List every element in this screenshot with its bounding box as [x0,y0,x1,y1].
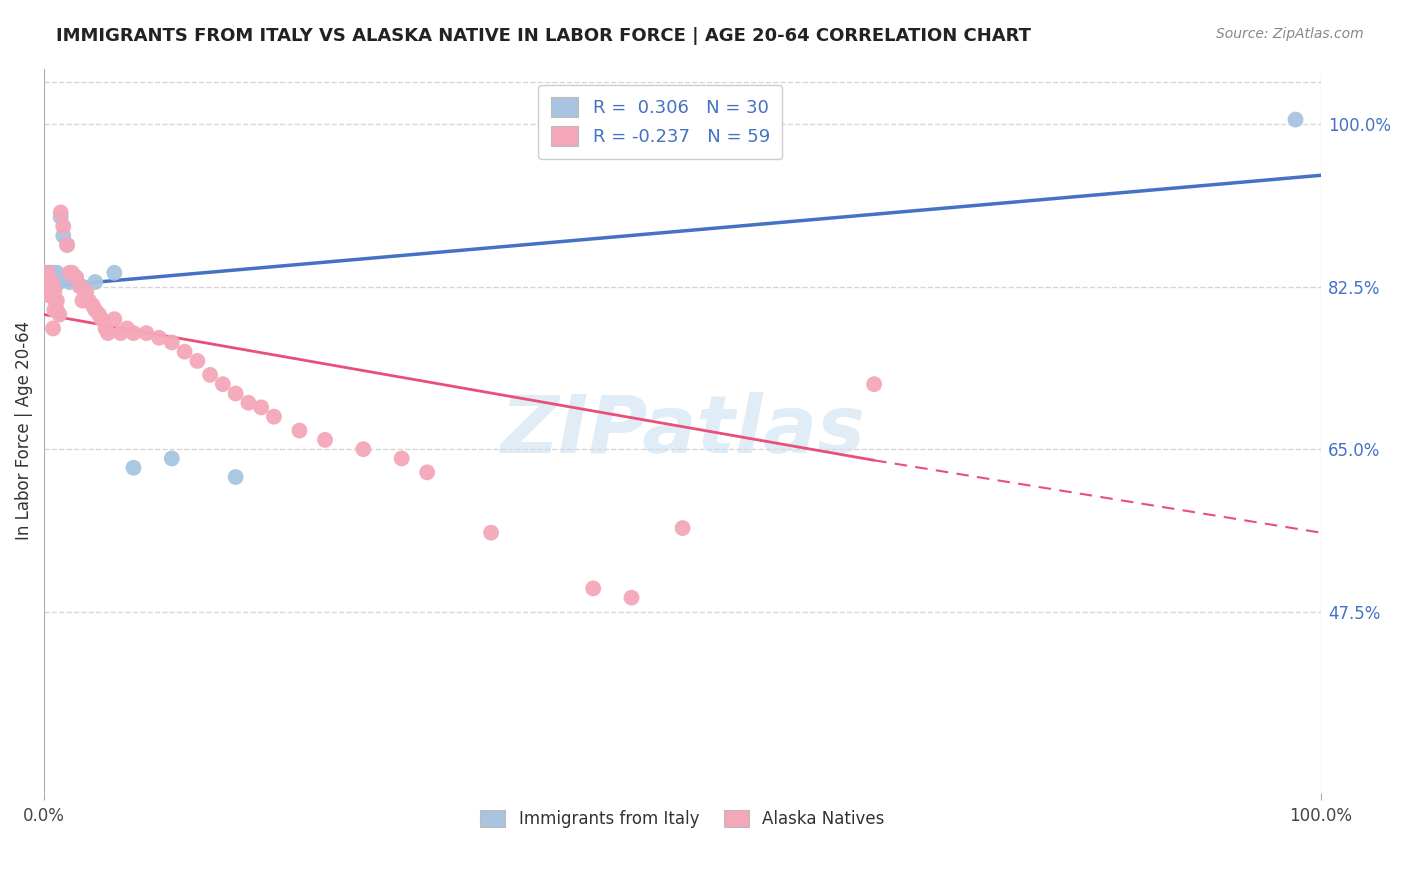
Point [352,442,374,457]
Point [52,219,75,234]
Point [72,293,94,308]
Point [41,275,63,289]
Point [45,266,67,280]
Point [49,210,72,224]
Point [94,321,117,335]
Point [416,466,439,480]
Point [65,270,87,285]
Point [45,270,67,285]
Point [34,270,56,285]
Point [84,275,107,289]
Point [212,377,235,392]
Point [49,205,72,219]
Point [77,293,100,308]
Point [38,279,60,293]
Point [186,354,208,368]
Point [45,293,67,308]
Point [148,331,170,345]
Point [59,266,82,280]
Point [37,275,59,289]
Point [48,275,70,289]
Point [84,302,107,317]
Point [48,308,70,322]
Point [620,591,643,605]
Point [65,270,87,285]
Legend: Immigrants from Italy, Alaska Natives: Immigrants from Italy, Alaska Natives [474,804,891,835]
Point [42,289,65,303]
Point [41,275,63,289]
Point [479,525,502,540]
Point [173,344,195,359]
Point [225,470,247,484]
Point [160,335,183,350]
Point [97,326,120,340]
Point [45,302,67,317]
Point [35,279,58,293]
Point [45,275,67,289]
Point [263,409,285,424]
Point [198,368,221,382]
Point [44,285,66,299]
Point [37,285,59,299]
Point [38,275,60,289]
Point [288,424,311,438]
Point [39,289,62,303]
Y-axis label: In Labor Force | Age 20-64: In Labor Force | Age 20-64 [15,321,32,541]
Point [110,326,132,340]
Point [103,266,125,280]
Point [42,270,65,285]
Point [39,285,62,299]
Point [39,270,62,285]
Point [160,451,183,466]
Point [82,298,104,312]
Point [87,308,110,322]
Text: Source: ZipAtlas.com: Source: ZipAtlas.com [1216,27,1364,41]
Point [34,266,56,280]
Point [35,270,58,285]
Point [225,386,247,401]
Point [56,238,79,252]
Point [135,326,157,340]
Text: IMMIGRANTS FROM ITALY VS ALASKA NATIVE IN LABOR FORCE | AGE 20-64 CORRELATION CH: IMMIGRANTS FROM ITALY VS ALASKA NATIVE I… [56,27,1031,45]
Point [122,326,145,340]
Point [44,302,66,317]
Point [115,321,138,335]
Point [42,321,65,335]
Point [250,401,273,415]
Point [863,377,886,392]
Point [582,582,605,596]
Point [41,285,63,299]
Point [103,312,125,326]
Point [42,266,65,280]
Point [671,521,693,535]
Text: ZIPatlas: ZIPatlas [501,392,865,469]
Point [238,395,260,409]
Point [75,285,97,299]
Point [59,275,82,289]
Point [37,266,59,280]
Point [60,266,83,280]
Point [122,460,145,475]
Point [37,266,59,280]
Point [45,293,67,308]
Point [90,312,112,326]
Point [72,279,94,293]
Point [391,451,413,466]
Point [39,266,62,280]
Point [69,279,91,293]
Point [44,270,66,285]
Point [44,279,66,293]
Point [1284,112,1306,127]
Point [314,433,336,447]
Point [52,228,75,243]
Point [38,279,60,293]
Point [41,266,63,280]
Point [38,270,60,285]
Point [56,238,79,252]
